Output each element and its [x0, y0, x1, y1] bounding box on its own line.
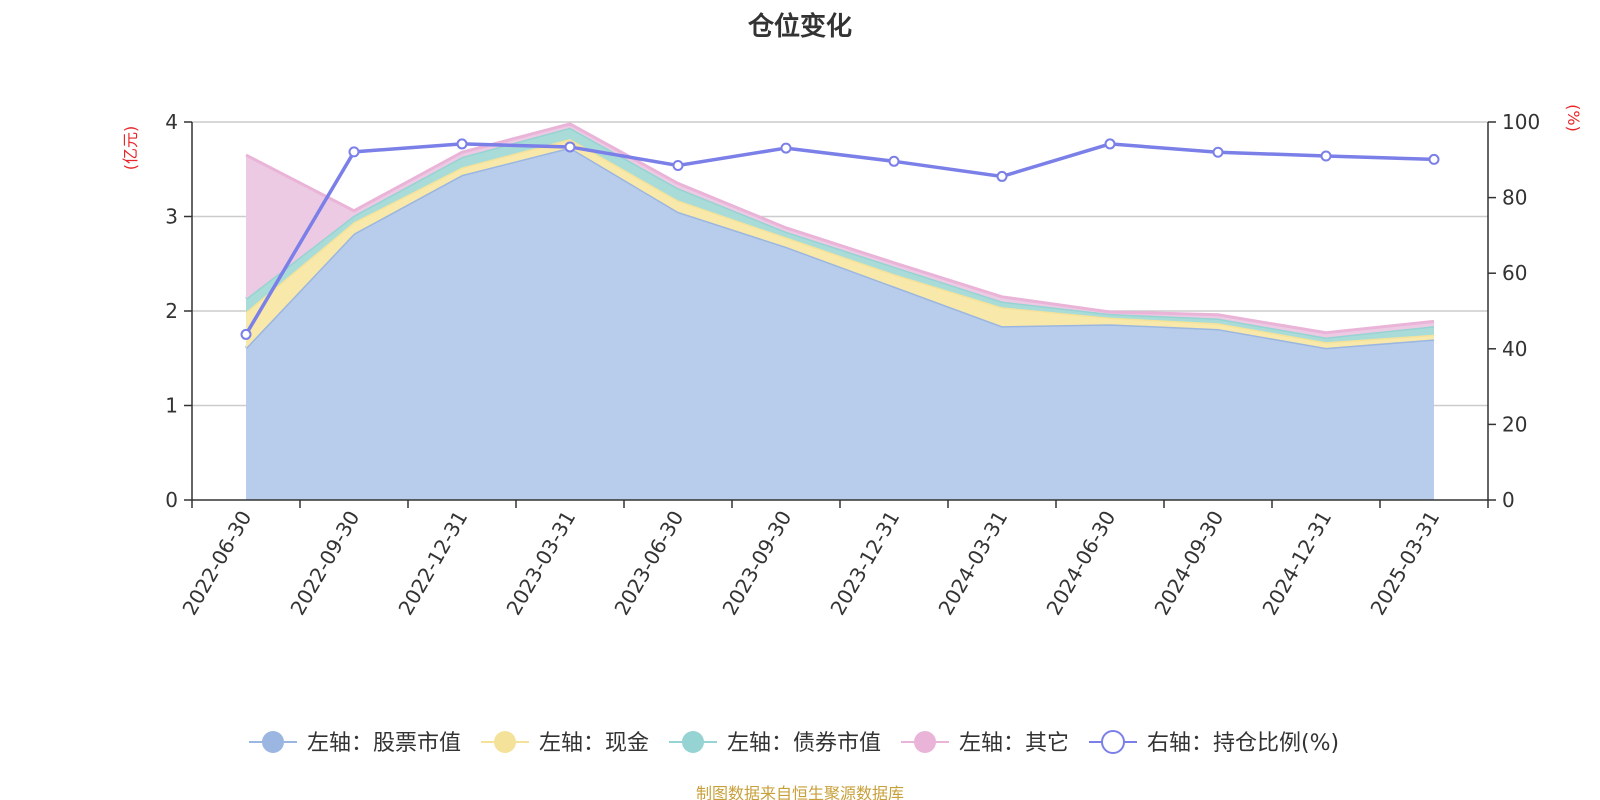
area-左轴：股票市值 [246, 147, 1434, 500]
legend-marker [914, 731, 936, 753]
legend-item: 左轴：其它 [901, 731, 1069, 756]
right-tick-label: 60 [1502, 261, 1527, 285]
holding-ratio-point [996, 170, 1008, 182]
legend-label: 左轴：股票市值 [307, 731, 461, 756]
holding-ratio-point [1104, 138, 1116, 150]
holding-ratio-point [780, 142, 792, 154]
x-tick-label: 2023-12-31 [825, 507, 904, 620]
right-tick-label: 100 [1502, 110, 1540, 134]
legend-marker [1101, 730, 1125, 754]
legend-marker [262, 731, 284, 753]
holding-ratio-line [244, 142, 1435, 336]
holding-ratio-point [456, 138, 468, 150]
holding-ratio-point [672, 159, 684, 171]
stacked-areas [244, 122, 1435, 500]
left-tick-label: 4 [165, 110, 178, 134]
holding-ratio-point [348, 146, 360, 158]
right-tick-label: 0 [1502, 488, 1515, 512]
holding-ratio-point [1320, 150, 1332, 162]
x-tick-label: 2024-12-31 [1257, 507, 1336, 620]
x-tick-label: 2023-06-30 [609, 507, 688, 620]
legend-item: 左轴：现金 [481, 731, 649, 756]
x-tick-label: 2022-09-30 [285, 507, 364, 620]
legend-marker [682, 731, 704, 753]
x-tick-label: 2025-03-31 [1365, 507, 1444, 620]
left-axis-unit-label: (亿元) [121, 126, 140, 171]
holding-ratio-point [240, 328, 252, 340]
legend-item: 左轴：股票市值 [249, 731, 461, 756]
x-tick-label: 2023-03-31 [501, 507, 580, 620]
left-tick-label: 0 [165, 488, 178, 512]
legend-label: 右轴：持仓比例(%) [1147, 731, 1339, 756]
area-top-line [245, 122, 1435, 335]
holding-ratio-point [888, 155, 900, 167]
right-tick-label: 40 [1502, 337, 1527, 361]
legend-item: 左轴：债券市值 [669, 731, 881, 756]
x-tick-label: 2022-06-30 [177, 507, 256, 620]
x-tick-label: 2023-09-30 [717, 507, 796, 620]
left-tick-label: 1 [165, 394, 178, 418]
holding-ratio-point [1428, 153, 1440, 165]
holding-ratio-point [1212, 146, 1224, 158]
right-tick-label: 80 [1502, 186, 1527, 210]
chart-title: 仓位变化 [747, 12, 852, 42]
holding-ratio-series [240, 138, 1440, 340]
x-tick-label: 2024-03-31 [933, 507, 1012, 620]
left-tick-label: 2 [165, 299, 178, 323]
legend-marker [494, 731, 516, 753]
x-tick-label: 2022-12-31 [393, 507, 472, 620]
left-tick-label: 3 [165, 205, 178, 229]
legend-label: 左轴：现金 [539, 731, 649, 756]
legend: 左轴：股票市值 左轴：现金 左轴：债券市值 左轴：其它 右轴：持仓比例(%) [249, 730, 1339, 756]
x-tick-label: 2024-09-30 [1149, 507, 1228, 620]
right-tick-label: 20 [1502, 412, 1527, 436]
right-axis-unit-label: (%) [1564, 104, 1583, 132]
legend-label: 左轴：债券市值 [727, 731, 881, 756]
holding-ratio-point [564, 141, 576, 153]
source-note: 制图数据来自恒生聚源数据库 [695, 784, 904, 800]
legend-label: 左轴：其它 [959, 731, 1069, 756]
legend-item: 右轴：持仓比例(%) [1089, 730, 1339, 756]
x-tick-label: 2024-06-30 [1041, 507, 1120, 620]
